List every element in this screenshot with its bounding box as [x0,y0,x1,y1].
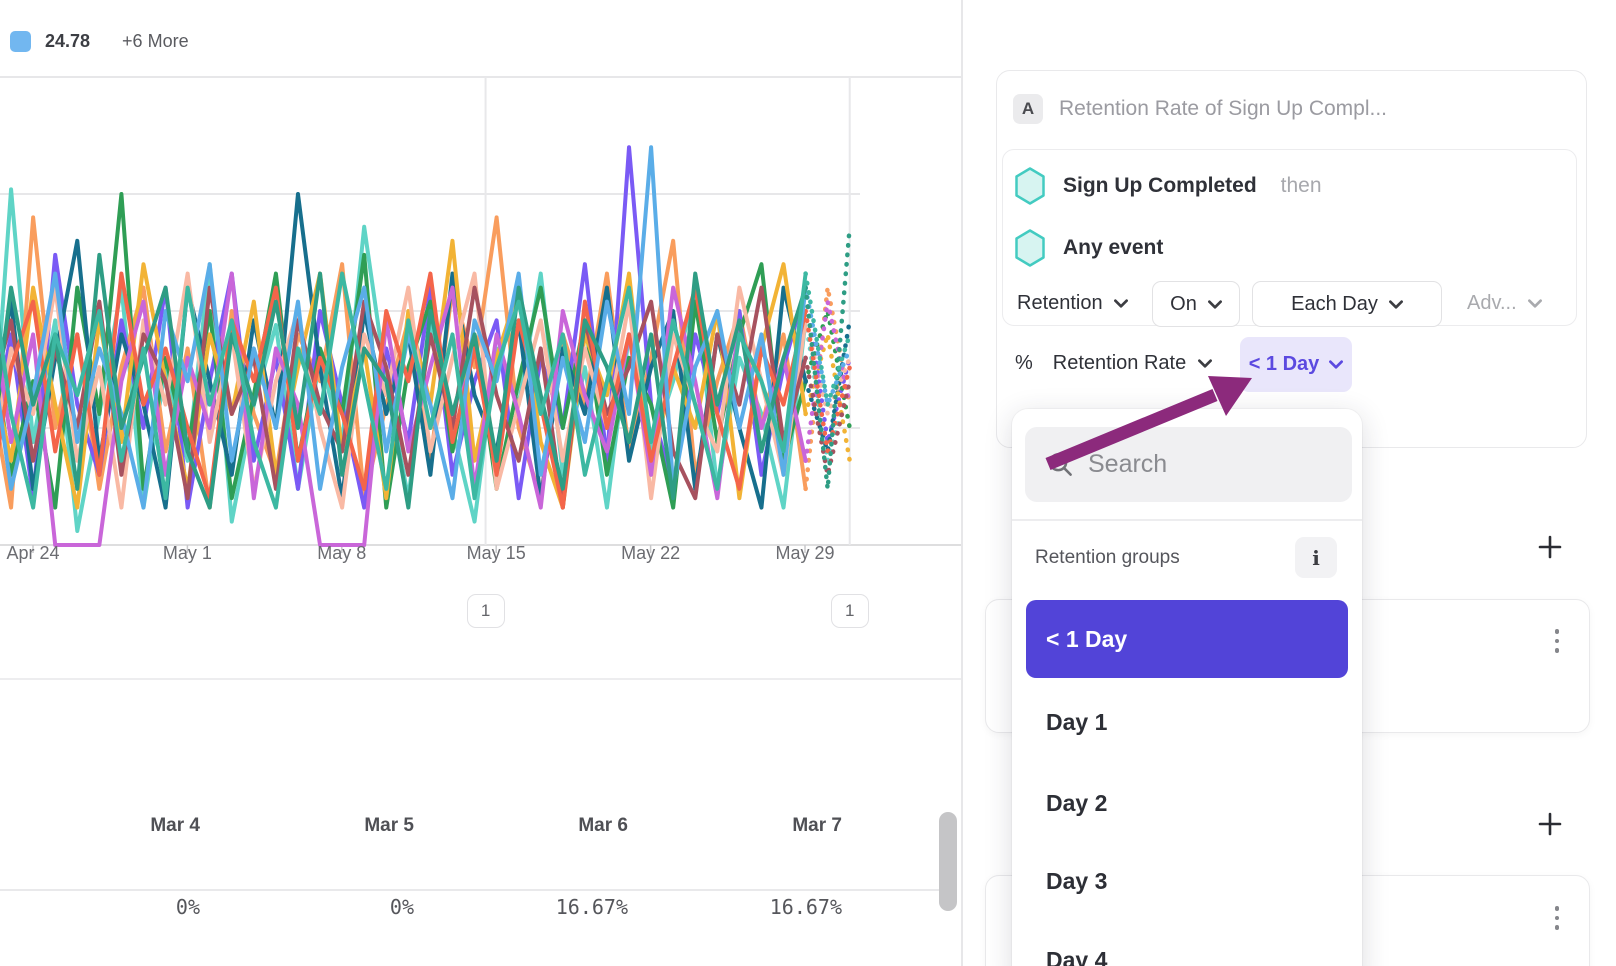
retention-line-chart [0,76,961,553]
retention-mode-dropdown[interactable]: Retention [1017,292,1128,315]
retention-interval-dropdown[interactable]: < 1 Day [1240,337,1352,392]
legend-swatch[interactable] [10,30,31,52]
legend-value[interactable]: 24.78 [45,30,91,51]
event-row-signup[interactable]: Sign Up Completed then [1015,167,1322,205]
info-icon[interactable]: i [1295,537,1337,578]
event-name[interactable]: Any event [1063,236,1164,259]
plus-icon [1538,535,1562,559]
table-cell: 16.67% [555,895,628,919]
add-segment-button[interactable] [1532,806,1568,842]
chart-legend: 24.78 +6 More [10,28,189,54]
retention-groups-label: Retention groups [1035,547,1180,568]
dropdown-item-day-3[interactable]: Day 3 [1046,867,1108,894]
dropdown-item-day-2[interactable]: Day 2 [1046,789,1108,816]
dropdown-divider [1012,519,1362,521]
kebab-menu-button[interactable] [1552,898,1562,938]
table-header-divider [0,889,940,891]
dropdown-search[interactable] [1025,427,1352,502]
panel-divider [961,0,963,966]
chevron-down-icon [1388,299,1403,309]
x-tick-label: May 1 [162,543,212,563]
x-tick-label: May 15 [466,543,526,563]
on-dropdown[interactable]: On [1152,281,1240,327]
table-cell: 0% [389,895,414,919]
table-column-header: Mar 4 [150,815,200,836]
event-hexagon-icon [1015,229,1045,267]
search-icon [1049,453,1072,476]
chevron-down-icon [1113,299,1128,308]
legend-more-link[interactable]: +6 More [122,30,189,51]
retention-groups-dropdown: Retention groups i < 1 Day Day 1 Day 2 D… [1012,409,1362,966]
annotation-marker[interactable]: 1 [466,594,505,628]
chevron-down-icon [1329,360,1344,369]
event-name[interactable]: Sign Up Completed [1063,174,1257,197]
plus-icon [1538,812,1562,836]
table-column-header: Mar 6 [578,815,628,836]
chevron-down-icon [1527,299,1542,308]
add-metric-button[interactable] [1532,529,1568,565]
each-day-dropdown[interactable]: Each Day [1252,281,1442,327]
advanced-dropdown[interactable]: Adv... [1467,292,1542,315]
then-label: then [1280,174,1322,197]
x-tick-label: May 29 [775,543,835,563]
dropdown-item-day-1[interactable]: Day 1 [1046,708,1108,735]
chevron-down-icon [1207,299,1222,309]
vertical-scrollbar[interactable] [939,812,957,911]
annotation-marker[interactable]: 1 [830,594,869,628]
table-cell: 0% [175,895,200,919]
table-column-header: Mar 5 [364,815,414,836]
query-title[interactable]: Retention Rate of Sign Up Compl... [1059,97,1388,120]
event-hexagon-icon [1015,167,1045,205]
table-column-header: Mar 7 [792,815,842,836]
chevron-down-icon [1198,359,1213,368]
table-cell: 16.67% [769,895,842,919]
dropdown-item-day-4[interactable]: Day 4 [1046,946,1108,966]
section-divider [0,678,961,680]
x-tick-label: Apr 24 [6,543,60,563]
event-row-any-event[interactable]: Any event [1015,229,1163,267]
percent-icon: % [1015,352,1033,374]
x-tick-label: May 8 [317,543,367,563]
metric-badge: A [1013,94,1043,124]
search-input[interactable] [1088,450,1308,479]
kebab-menu-button[interactable] [1552,621,1562,661]
x-tick-label: May 22 [621,543,681,563]
dropdown-item-lt-1-day[interactable]: < 1 Day [1026,600,1348,678]
measured-as-dropdown[interactable]: % Retention Rate [1015,352,1213,375]
